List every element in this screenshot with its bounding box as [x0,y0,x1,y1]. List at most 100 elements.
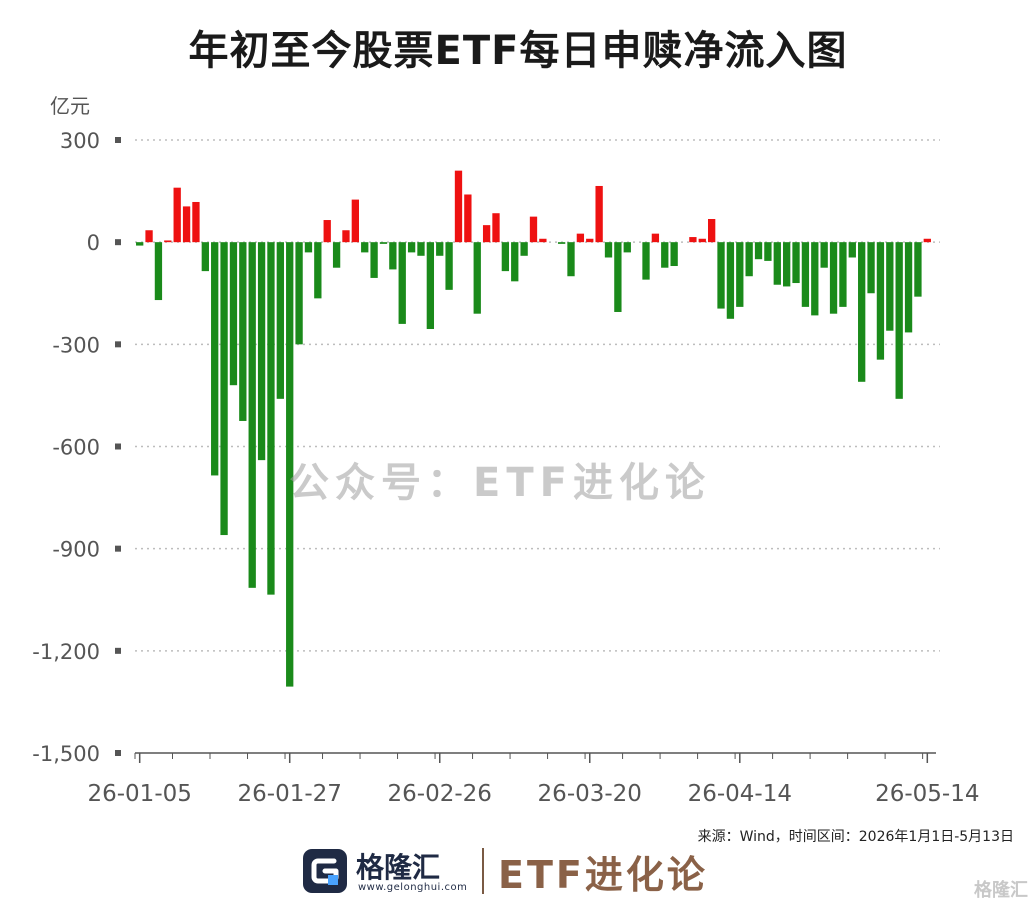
bar [773,242,781,285]
y-tick-label: 300 [60,129,100,153]
bar [698,238,706,243]
bar [351,199,359,243]
bar [604,242,613,258]
bar [445,242,453,290]
bar [557,242,566,244]
y-tick-label: 0 [87,231,100,255]
y-tick-label: -900 [52,538,100,562]
bar [136,242,144,246]
bar [829,242,838,314]
bar [436,242,444,256]
bar [661,242,669,268]
x-tick-label: 26-03-20 [538,781,642,807]
bar [398,242,406,324]
bar [173,187,181,243]
bar [595,185,603,243]
x-tick-label: 26-01-27 [238,781,342,807]
bar [482,225,491,243]
bar [304,242,313,253]
bar [164,240,172,243]
bar [511,242,519,282]
bar [154,242,163,301]
bar [670,242,678,267]
chart-title: 年初至今股票ETF每日申赎净流入图 [188,28,848,74]
bar [651,233,660,243]
bar [529,216,538,243]
bar [361,242,369,253]
bar [914,242,922,297]
bar [736,242,744,307]
bar [501,242,510,272]
bar [792,242,800,284]
bar [323,220,331,243]
bar [876,242,885,360]
bar [576,233,585,243]
bar [764,242,772,261]
bar [886,242,894,331]
bar [848,242,856,258]
brand-etf-evolution: ETF进化论 [498,853,708,897]
bar [454,170,463,243]
bar [379,242,388,244]
bar [614,242,622,312]
bar [295,242,303,345]
source-note: 来源：Wind，时间区间：2026年1月1日-5月13日 [697,829,1014,845]
x-tick-label: 26-02-26 [388,781,492,807]
bar [426,242,435,330]
bar [520,242,528,256]
bar [689,237,697,243]
bar [276,242,284,399]
bar [314,242,322,299]
bar [867,242,875,294]
bar [407,242,416,253]
footer-divider [482,848,484,894]
bar [642,242,650,280]
y-tick-mark [115,239,121,246]
bar [839,242,847,307]
gelonghui-logo-icon [303,849,347,893]
watermark-text: 公众号：ETF进化论 [289,460,711,506]
bar [201,242,209,272]
bar [745,242,753,277]
y-tick-label: -600 [52,436,100,460]
bar [567,242,575,277]
bar [182,206,191,243]
bar [417,242,425,256]
bar [370,242,378,278]
brand-name: 格隆汇 [356,851,441,884]
bar [539,238,547,243]
bar [389,242,397,270]
bar [286,242,294,687]
bar [923,238,931,243]
bar [904,242,913,333]
corner-watermark: 格隆汇 [974,880,1028,901]
bar [717,242,725,309]
bar [239,242,247,421]
y-tick-mark [115,443,121,450]
bar [192,201,200,243]
bar [858,242,866,382]
y-tick-mark [115,545,121,552]
bar [267,242,275,595]
x-tick-label: 26-05-14 [875,781,979,807]
bar [708,219,716,243]
bar [623,242,631,253]
bar [801,242,810,307]
y-axis-unit-label: 亿元 [50,94,90,118]
y-tick-mark [115,341,121,348]
bar [229,242,238,386]
bar [248,242,256,588]
bar [464,194,472,243]
bar [492,213,500,243]
y-tick-mark [115,750,121,756]
bar [754,242,763,260]
bar [586,238,594,243]
bar [211,242,219,476]
bar [895,242,903,399]
x-tick-label: 26-04-14 [688,781,792,807]
bar [820,242,828,268]
y-tick-label: -300 [52,333,100,357]
bar [145,230,153,243]
bar [332,242,341,268]
